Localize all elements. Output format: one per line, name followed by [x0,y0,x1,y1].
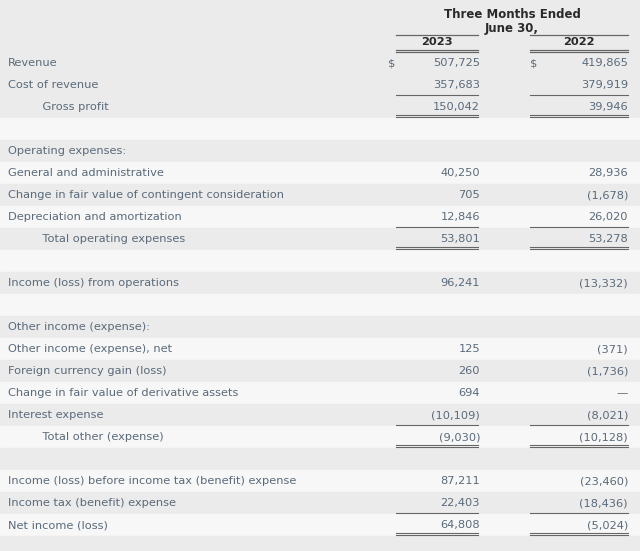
Bar [0,250,640,272]
Text: (23,460): (23,460) [580,476,628,486]
Bar [0,140,640,162]
Text: 53,278: 53,278 [588,234,628,244]
Text: (1,736): (1,736) [587,366,628,376]
Text: $: $ [388,58,396,68]
Bar [0,536,640,551]
Text: Other income (expense), net: Other income (expense), net [8,344,172,354]
Text: (9,030): (9,030) [438,432,480,442]
Text: Gross profit: Gross profit [28,102,109,112]
Text: 22,403: 22,403 [440,498,480,508]
Text: (10,109): (10,109) [431,410,480,420]
Text: Revenue: Revenue [8,58,58,68]
Bar [0,162,640,184]
Bar [0,52,640,74]
Text: Operating expenses:: Operating expenses: [8,146,126,156]
Text: 2023: 2023 [421,37,453,47]
Text: 694: 694 [458,388,480,398]
Bar [0,96,640,118]
Bar [0,382,640,404]
Text: (8,021): (8,021) [587,410,628,420]
Text: 260: 260 [458,366,480,376]
Text: Cost of revenue: Cost of revenue [8,80,99,90]
Text: 39,946: 39,946 [588,102,628,112]
Text: General and administrative: General and administrative [8,168,164,178]
Text: Three Months Ended: Three Months Ended [444,8,580,21]
Text: (10,128): (10,128) [579,432,628,442]
Bar [0,206,640,228]
Text: Other income (expense):: Other income (expense): [8,322,150,332]
Bar [0,0,640,52]
Text: 419,865: 419,865 [581,58,628,68]
Text: 2022: 2022 [563,37,595,47]
Bar [0,74,640,96]
Text: June 30,: June 30, [485,22,539,35]
Text: Change in fair value of contingent consideration: Change in fair value of contingent consi… [8,190,284,200]
Text: 379,919: 379,919 [581,80,628,90]
Text: 64,808: 64,808 [440,520,480,530]
Text: 705: 705 [458,190,480,200]
Text: Interest expense: Interest expense [8,410,104,420]
Text: Net income (loss): Net income (loss) [8,520,108,530]
Text: (5,024): (5,024) [587,520,628,530]
Text: 507,725: 507,725 [433,58,480,68]
Bar [0,514,640,536]
Bar [0,184,640,206]
Text: Income tax (benefit) expense: Income tax (benefit) expense [8,498,176,508]
Bar [0,272,640,294]
Text: 87,211: 87,211 [440,476,480,486]
Bar [0,470,640,492]
Text: Total operating expenses: Total operating expenses [28,234,185,244]
Text: 26,020: 26,020 [589,212,628,222]
Text: 53,801: 53,801 [440,234,480,244]
Bar [0,118,640,140]
Bar [0,228,640,250]
Bar [0,426,640,448]
Text: Foreign currency gain (loss): Foreign currency gain (loss) [8,366,166,376]
Bar [0,404,640,426]
Bar [0,448,640,470]
Text: Income (loss) from operations: Income (loss) from operations [8,278,179,288]
Text: (1,678): (1,678) [587,190,628,200]
Text: 28,936: 28,936 [588,168,628,178]
Bar [0,360,640,382]
Text: 125: 125 [458,344,480,354]
Text: 96,241: 96,241 [440,278,480,288]
Bar [0,338,640,360]
Text: —: — [616,388,628,398]
Text: 40,250: 40,250 [440,168,480,178]
Text: $: $ [530,58,538,68]
Text: 12,846: 12,846 [440,212,480,222]
Text: (13,332): (13,332) [579,278,628,288]
Text: 357,683: 357,683 [433,80,480,90]
Bar [0,294,640,316]
Text: (18,436): (18,436) [579,498,628,508]
Text: (371): (371) [597,344,628,354]
Text: Change in fair value of derivative assets: Change in fair value of derivative asset… [8,388,238,398]
Text: Income (loss) before income tax (benefit) expense: Income (loss) before income tax (benefit… [8,476,296,486]
Bar [0,492,640,514]
Text: 150,042: 150,042 [433,102,480,112]
Bar [0,316,640,338]
Text: Depreciation and amortization: Depreciation and amortization [8,212,182,222]
Text: Total other (expense): Total other (expense) [28,432,164,442]
